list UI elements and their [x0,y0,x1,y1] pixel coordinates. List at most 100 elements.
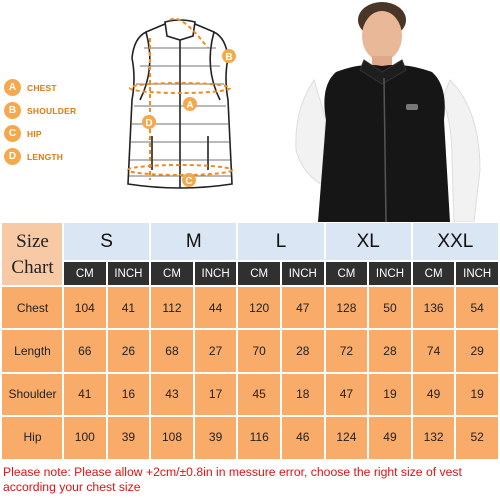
legend-badge: C [4,125,21,142]
table-cell: 128 [324,286,369,330]
table-cell: 41 [106,286,151,330]
unit-header-inch: INCH [106,261,151,286]
table-cell: 104 [63,286,107,330]
table-cell: 49 [411,372,456,416]
svg-text:C: C [185,176,192,187]
size-chart-title: Size Chart [2,223,63,286]
legend-label: HIP [27,128,42,139]
unit-header-inch: INCH [368,261,412,286]
grid-line [2,328,499,331]
diagram-marker-a: A [183,97,197,111]
size-chart-title-line2: Chart [11,256,54,278]
table-cell: 18 [281,372,325,416]
size-header-xxl: XXL [411,223,499,261]
table-cell: 43 [150,372,194,416]
table-cell: 26 [106,329,151,373]
unit-header-cm: CM [324,261,369,286]
table-cell: 100 [63,415,107,459]
unit-header-inch: INCH [193,261,238,286]
table-cell: 27 [193,329,238,373]
size-header-m: M [150,223,238,261]
size-header-xl: XL [324,223,412,261]
grid-line [63,260,499,262]
table-cell: 46 [281,415,325,459]
table-cell: 28 [368,329,412,373]
grid-line [149,223,152,459]
unit-header-cm: CM [237,261,281,286]
model-figure [295,2,481,222]
unit-header-cm: CM [150,261,194,286]
table-cell: 68 [150,329,194,373]
measurement-legend: A CHEST B SHOULDER C HIP D LENGTH [4,76,134,168]
unit-header-inch: INCH [281,261,325,286]
legend-label: LENGTH [27,151,64,162]
table-cell: 47 [324,372,369,416]
diagram-marker-b: B [222,49,236,63]
grid-line [454,261,457,459]
table-cell: 19 [368,372,412,416]
table-cell: 29 [455,329,499,373]
size-header-l: L [237,223,325,261]
svg-text:A: A [186,100,193,111]
table-cell: 39 [106,415,151,459]
grid-line [410,223,413,459]
grid-line [323,223,326,459]
measurement-note: Please note: Please allow +2cm/±0.8in in… [3,465,462,494]
table-cell: 52 [455,415,499,459]
grid-line [280,261,282,459]
diagram-marker-c: C [182,173,196,187]
legend-label: SHOULDER [27,105,77,116]
grid-line [498,223,500,459]
illustration-area: A B C D A CHEST B SHOULDER C HIP D [0,0,500,222]
svg-text:B: B [225,52,232,63]
size-chart-title-line1: Size [16,230,49,252]
table-cell: 124 [324,415,369,459]
grid-line [2,414,499,417]
legend-badge: D [4,148,21,165]
table-cell: 74 [411,329,456,373]
vest-diagram: A B C D [127,17,236,189]
table-cell: 108 [150,415,194,459]
grid-line [105,261,108,459]
size-header-s: S [63,223,151,261]
grid-line [2,285,499,287]
table-cell: 16 [106,372,151,416]
table-cell: 54 [455,286,499,330]
grid-line [192,261,195,459]
unit-header-inch: INCH [455,261,499,286]
legend-badge: B [4,102,21,119]
diagram-marker-d: D [142,115,156,129]
unit-header-cm: CM [411,261,456,286]
legend-item-shoulder: B SHOULDER [4,99,134,122]
table-cell: 66 [63,329,107,373]
legend-badge: A [4,79,21,96]
table-cell: 70 [237,329,281,373]
grid-line [62,223,64,459]
table-cell: 120 [237,286,281,330]
table-cell: 28 [281,329,325,373]
table-cell: 41 [63,372,107,416]
table-cell: 19 [455,372,499,416]
legend-item-chest: A CHEST [4,76,134,99]
table-cell: 50 [368,286,412,330]
table-cell: 49 [368,415,412,459]
table-cell: 72 [324,329,369,373]
row-label-hip: Hip [2,415,63,459]
size-chart-table: Size Chart S M L XL XXL CM INCH CM INCH CM INCH CM INC… [2,223,500,459]
legend-item-hip: C HIP [4,122,134,145]
svg-text:D: D [145,118,152,129]
table-cell: 112 [150,286,194,330]
table-cell: 44 [193,286,238,330]
table-cell: 132 [411,415,456,459]
grid-line [2,371,499,374]
table-cell: 39 [193,415,238,459]
grid-line [236,223,239,459]
table-cell: 136 [411,286,456,330]
grid-line [367,261,370,459]
model-photo [274,0,500,222]
table-cell: 45 [237,372,281,416]
legend-label: CHEST [27,82,57,93]
unit-header-cm: CM [63,261,107,286]
row-label-length: Length [2,329,63,373]
table-cell: 17 [193,372,238,416]
